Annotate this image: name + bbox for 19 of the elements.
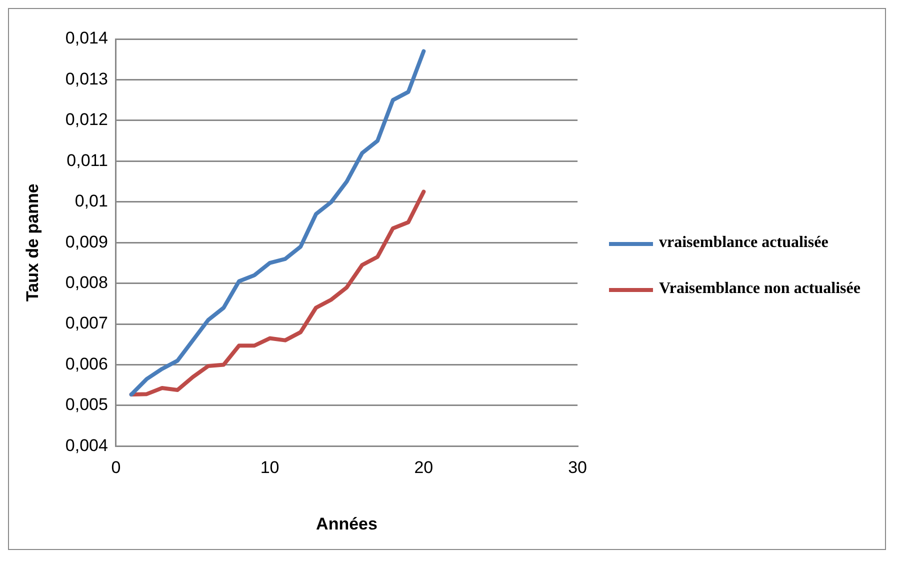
x-tick-label: 20	[414, 458, 434, 478]
y-tick-label: 0,005	[65, 395, 108, 414]
x-tick-label: 30	[568, 458, 588, 478]
y-tick-label: 0,009	[65, 232, 108, 252]
y-tick-label: 0,013	[65, 69, 108, 88]
y-tick-label: 0,011	[66, 150, 108, 170]
y-tick-label: 0,012	[65, 110, 108, 130]
x-tick-label: 10	[260, 458, 280, 478]
y-tick-label: 0,006	[65, 354, 108, 374]
y-axis-title: Taux de panne	[22, 184, 42, 302]
y-tick-label: 0,008	[65, 273, 108, 292]
y-tick-label: 0,004	[65, 436, 108, 455]
legend-label: vraisemblance actualisée	[659, 234, 828, 252]
x-axis-title: Années	[316, 514, 378, 534]
legend-label: Vraisemblance non actualisée	[659, 280, 860, 298]
y-tick-label: 0,014	[65, 28, 108, 48]
y-tick-label: 0,007	[65, 314, 108, 333]
x-tick-label: 0	[111, 458, 121, 478]
y-tick-label: 0,01	[74, 192, 108, 211]
